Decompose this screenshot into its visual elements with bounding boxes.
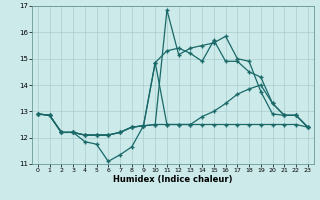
X-axis label: Humidex (Indice chaleur): Humidex (Indice chaleur): [113, 175, 233, 184]
